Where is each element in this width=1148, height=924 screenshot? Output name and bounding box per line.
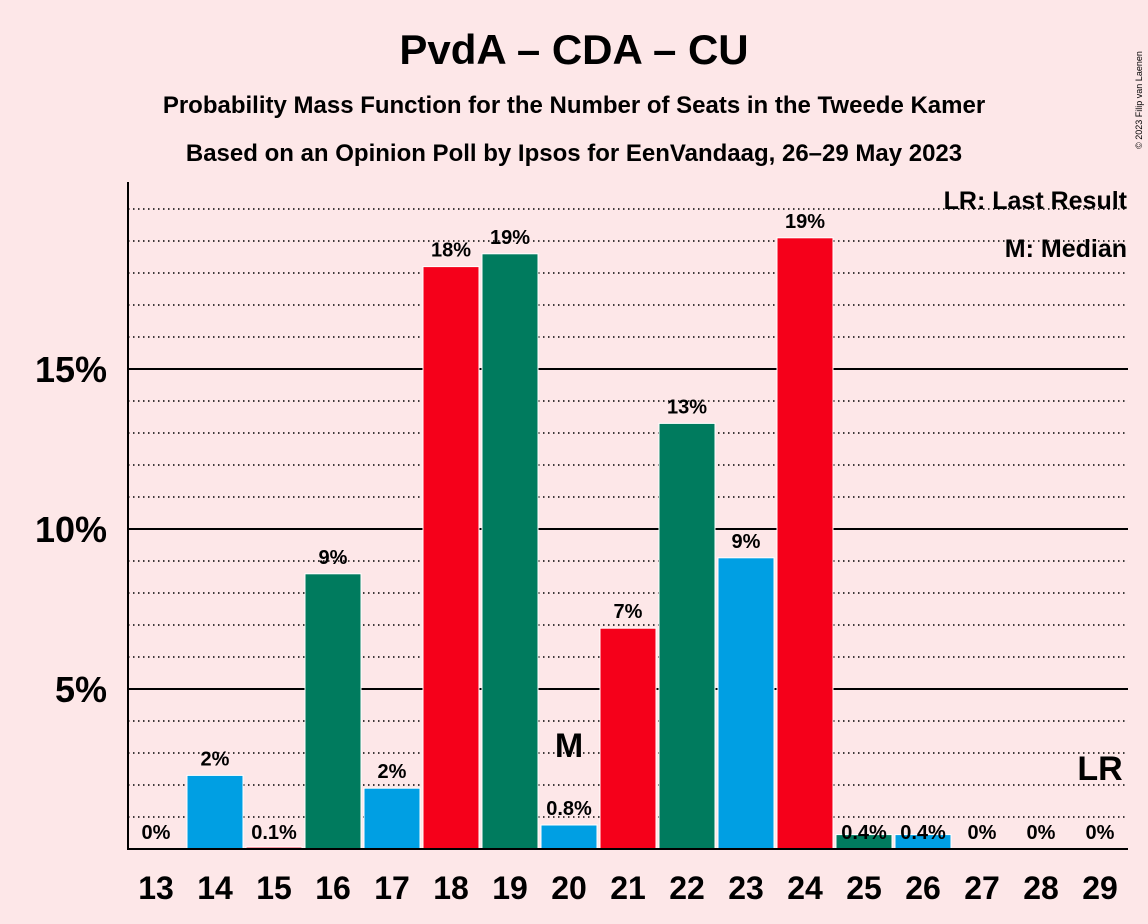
y-tick-labels: 5% 10% 15%: [35, 349, 107, 710]
data-label-18: 18%: [431, 240, 471, 262]
x-tick-label-15: 15: [256, 870, 292, 906]
legend-last-result: LR: Last Result: [944, 187, 1128, 215]
data-label-19: 19%: [490, 227, 530, 249]
data-label-26: 0.4%: [900, 822, 946, 844]
data-label-29: 0%: [1086, 822, 1115, 844]
data-label-16: 9%: [319, 547, 348, 569]
bar-20: [540, 824, 598, 850]
bar-23: [717, 557, 775, 850]
x-tick-label-20: 20: [551, 870, 587, 906]
data-label-14: 2%: [201, 748, 230, 770]
x-tick-label-18: 18: [433, 870, 469, 906]
x-tick-label-17: 17: [374, 870, 410, 906]
x-tick-label-22: 22: [669, 870, 705, 906]
chart-title: PvdA – CDA – CU: [399, 26, 748, 73]
data-label-24: 19%: [785, 211, 825, 233]
x-tick-label-29: 29: [1082, 870, 1118, 906]
median-marker: M: [555, 727, 583, 765]
bar-22: [658, 422, 716, 850]
bar-14: [186, 774, 244, 850]
bar-17: [363, 787, 421, 850]
bar-24: [776, 237, 834, 850]
chart-subtitle-1: Probability Mass Function for the Number…: [163, 92, 985, 119]
data-label-21: 7%: [614, 601, 643, 623]
data-label-20: 0.8%: [546, 798, 592, 820]
y-tick-label: 5%: [55, 669, 107, 710]
data-label-23: 9%: [732, 531, 761, 553]
x-tick-label-14: 14: [197, 870, 233, 906]
x-tick-label-16: 16: [315, 870, 351, 906]
data-label-22: 13%: [667, 396, 707, 418]
data-label-27: 0%: [968, 822, 997, 844]
bar-18: [422, 266, 480, 850]
data-labels: 0% 2% 0.1% 9% 2% 18% 19% 0.8% 7% 13% 9% 19% 0.4% 0.4%…: [142, 211, 1115, 844]
x-tick-label-25: 25: [846, 870, 882, 906]
bars: [186, 237, 952, 850]
x-tick-label-28: 28: [1023, 870, 1059, 906]
data-label-15: 0.1%: [251, 822, 297, 844]
x-tick-label-27: 27: [964, 870, 1000, 906]
x-tick-label-21: 21: [610, 870, 646, 906]
x-tick-label-19: 19: [492, 870, 528, 906]
chart-subtitle-2: Based on an Opinion Poll by Ipsos for Ee…: [186, 140, 962, 167]
x-tick-label-23: 23: [728, 870, 764, 906]
x-tick-label-13: 13: [138, 870, 174, 906]
data-label-13: 0%: [142, 822, 171, 844]
y-tick-label: 10%: [35, 509, 107, 550]
x-tick-label-26: 26: [905, 870, 941, 906]
copyright-text: © 2023 Filip van Laenen: [1134, 51, 1144, 149]
last-result-marker: LR: [1077, 750, 1122, 788]
bar-16: [304, 573, 362, 850]
bar-19: [481, 253, 539, 850]
x-tick-label-24: 24: [787, 870, 823, 906]
data-label-28: 0%: [1027, 822, 1056, 844]
y-tick-label: 15%: [35, 349, 107, 390]
bar-21: [599, 627, 657, 850]
data-label-25: 0.4%: [841, 822, 887, 844]
data-label-17: 2%: [378, 761, 407, 783]
legend-median: M: Median: [1005, 235, 1127, 263]
x-tick-labels: 13 14 15 16 17 18 19 20 21 22 23 24 25 26 27 28 29: [138, 870, 1118, 906]
